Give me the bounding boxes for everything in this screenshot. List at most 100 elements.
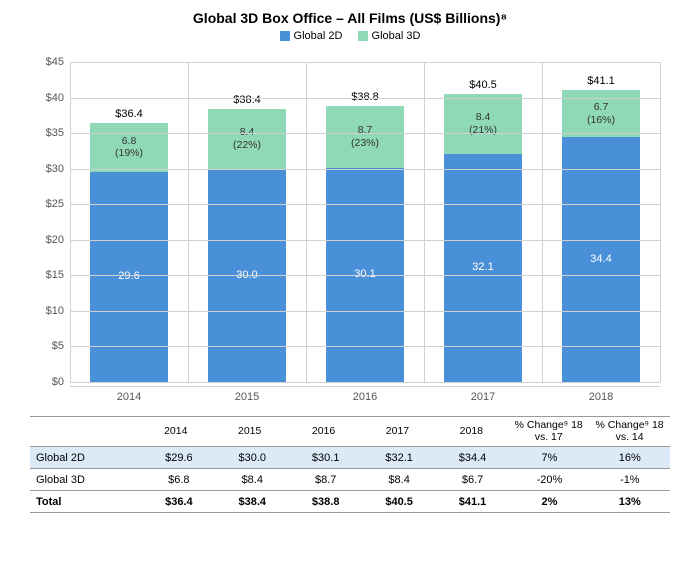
table-cell: $38.8 [289, 493, 362, 511]
table-cell: $8.4 [216, 471, 289, 489]
bar-segment-2d: 32.1 [444, 154, 522, 382]
bar-total-label: $36.4 [115, 108, 143, 120]
y-axis-label: $0 [52, 376, 70, 388]
bar-stack: 32.18.4(21%) [444, 94, 522, 382]
gridline [70, 382, 660, 383]
table-cell: 13% [590, 493, 670, 511]
x-axis-label: 2017 [439, 387, 527, 412]
bar-total-label: $40.5 [469, 79, 497, 91]
bar-segment-3d: 8.4(22%) [208, 109, 286, 169]
chart-title: Global 3D Box Office – All Films (US$ Bi… [0, 0, 700, 26]
table-cell: $30.1 [289, 449, 362, 467]
legend-label-2d: Global 2D [294, 30, 343, 42]
bar-total-label: $38.4 [233, 94, 261, 106]
th-2017: 2017 [361, 423, 435, 441]
table-cell: -1% [590, 471, 670, 489]
bar-column: $38.4 30.08.4(22%) [203, 94, 291, 382]
gridline [70, 240, 660, 241]
table-cell: $29.6 [142, 449, 215, 467]
table-cell: Total [30, 493, 142, 511]
legend-item-3d: Global 3D [358, 30, 421, 42]
legend: Global 2D Global 3D [0, 30, 700, 44]
y-axis-label: $40 [46, 92, 70, 104]
table-cell: $8.4 [362, 471, 435, 489]
gridline [70, 98, 660, 99]
bar-segment-2d: 29.6 [90, 172, 168, 382]
bar-segment-3d: 8.4(21%) [444, 94, 522, 154]
bar-segment-3d: 8.7(23%) [326, 106, 404, 168]
table-cell: $6.8 [142, 471, 215, 489]
legend-swatch-3d [358, 31, 368, 41]
bar-column: $41.134.46.7(16%) [557, 75, 645, 382]
x-axis-label: 2015 [203, 387, 291, 412]
gridline [70, 169, 660, 170]
table-cell: 7% [509, 449, 589, 467]
y-axis-label: $45 [46, 56, 70, 68]
table-cell: $32.1 [362, 449, 435, 467]
table-cell: $34.4 [436, 449, 509, 467]
bar-segment-3d: 6.8(19%) [90, 123, 168, 171]
bar-group: $36.4 29.66.8(19%) $38.4 30.08.4(22%) $38.83… [70, 62, 660, 382]
x-axis-label: 2014 [85, 387, 173, 412]
bar-stack: 29.66.8(19%) [90, 123, 168, 382]
table-cell: $41.1 [436, 493, 509, 511]
bar-total-label: $41.1 [587, 75, 615, 87]
bar-segment-2d: 34.4 [562, 137, 640, 382]
y-axis-label: $20 [46, 234, 70, 246]
table-cell: Global 3D [30, 471, 142, 489]
th-change-14: % Change⁹ 18 vs. 14 [589, 417, 670, 446]
gridline [70, 204, 660, 205]
th-label [30, 429, 139, 435]
legend-label-3d: Global 3D [372, 30, 421, 42]
bar-column: $40.5 32.18.4(21%) [439, 79, 527, 382]
y-axis-label: $5 [52, 340, 70, 352]
x-tick-line [70, 62, 71, 382]
y-axis-label: $25 [46, 198, 70, 210]
data-table: 2014 2015 2016 2017 2018 % Change⁹ 18 vs… [30, 416, 670, 513]
table-header-row: 2014 2015 2016 2017 2018 % Change⁹ 18 vs… [30, 416, 670, 447]
gridline [70, 62, 660, 63]
y-axis-label: $30 [46, 163, 70, 175]
x-tick-line [306, 62, 307, 382]
table-row: Global 2D$29.6$30.0$30.1$32.1$34.47%16% [30, 447, 670, 469]
x-tick-line [660, 62, 661, 382]
th-2014: 2014 [139, 423, 213, 441]
y-axis-label: $35 [46, 127, 70, 139]
table-cell: $6.7 [436, 471, 509, 489]
table-row: Global 3D$6.8$8.4$8.7$8.4$6.7-20%-1% [30, 469, 670, 491]
legend-swatch-2d [280, 31, 290, 41]
gridline [70, 133, 660, 134]
bar-column: $38.830.18.7(23%) [321, 91, 409, 382]
th-change-17: % Change⁹ 18 vs. 17 [508, 417, 589, 446]
plot-area: $36.4 29.66.8(19%) $38.4 30.08.4(22%) $38.83… [70, 62, 660, 382]
table-cell: $40.5 [362, 493, 435, 511]
th-2018: 2018 [434, 423, 508, 441]
y-axis-label: $15 [46, 269, 70, 281]
th-2015: 2015 [213, 423, 287, 441]
x-axis-label: 2018 [557, 387, 645, 412]
table-cell: -20% [509, 471, 589, 489]
gridline [70, 275, 660, 276]
x-tick-line [188, 62, 189, 382]
gridline [70, 311, 660, 312]
table-cell: $8.7 [289, 471, 362, 489]
th-2016: 2016 [287, 423, 361, 441]
y-axis-label: $10 [46, 305, 70, 317]
x-axis-label: 2016 [321, 387, 409, 412]
bar-column: $36.4 29.66.8(19%) [85, 108, 173, 382]
gridline [70, 346, 660, 347]
table-cell: $30.0 [216, 449, 289, 467]
x-axis: 2014 2015 2016 2017 2018 [70, 386, 660, 412]
table-cell: 16% [590, 449, 670, 467]
table-row: Total$36.4$38.4$38.8$40.5$41.12%13% [30, 491, 670, 513]
x-tick-line [424, 62, 425, 382]
bar-stack: 30.08.4(22%) [208, 109, 286, 382]
table-cell: Global 2D [30, 449, 142, 467]
chart-area: $36.4 29.66.8(19%) $38.4 30.08.4(22%) $38.83… [30, 52, 670, 412]
legend-item-2d: Global 2D [280, 30, 343, 42]
bar-stack: 30.18.7(23%) [326, 106, 404, 382]
x-tick-line [542, 62, 543, 382]
table-cell: $36.4 [142, 493, 215, 511]
table-cell: 2% [509, 493, 589, 511]
table-cell: $38.4 [216, 493, 289, 511]
